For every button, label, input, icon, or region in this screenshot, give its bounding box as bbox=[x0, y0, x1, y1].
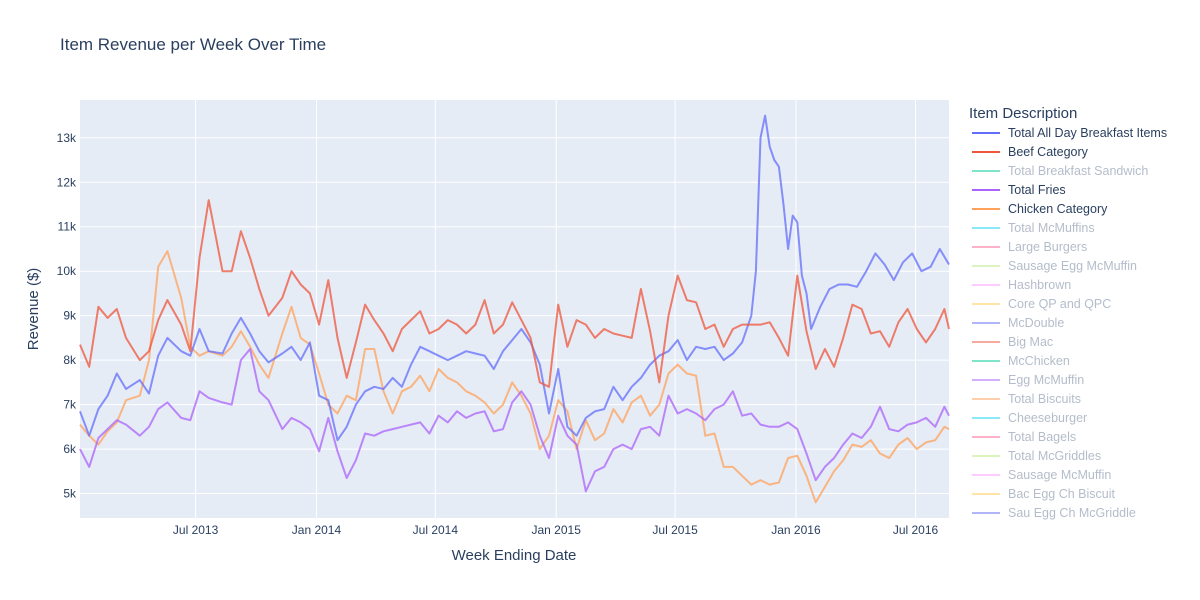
legend-item[interactable]: Big Mac bbox=[972, 335, 1053, 349]
legend-item[interactable]: McChicken bbox=[972, 354, 1070, 368]
legend-label: Total McGriddles bbox=[1008, 449, 1101, 463]
legend-label: Sausage McMuffin bbox=[1008, 468, 1111, 482]
legend-item[interactable]: Sausage Egg McMuffin bbox=[972, 259, 1137, 273]
series-lines bbox=[79, 114, 950, 504]
legend-label: McChicken bbox=[1008, 354, 1070, 368]
y-tick-label: 11k bbox=[58, 220, 77, 234]
legend-item[interactable]: Sau Egg Ch McGriddle bbox=[972, 506, 1136, 520]
legend-label: Chicken Category bbox=[1008, 202, 1108, 216]
y-tick-label: 12k bbox=[57, 175, 77, 189]
x-tick-label: Jul 2014 bbox=[413, 523, 459, 537]
x-tick-label: Jan 2014 bbox=[292, 523, 342, 537]
legend-label: Egg McMuffin bbox=[1008, 373, 1084, 387]
legend-label: Total Breakfast Sandwich bbox=[1008, 164, 1148, 178]
y-axis-title: Revenue ($) bbox=[25, 268, 42, 351]
legend-item[interactable]: Cheeseburger bbox=[972, 411, 1087, 425]
y-tick-label: 8k bbox=[63, 353, 77, 367]
x-tick-label: Jul 2015 bbox=[652, 523, 698, 537]
y-tick-label: 7k bbox=[63, 398, 77, 412]
y-tick-label: 10k bbox=[57, 264, 77, 278]
legend-label: Total Bagels bbox=[1008, 430, 1076, 444]
legend-item[interactable]: Total McGriddles bbox=[972, 449, 1101, 463]
x-tick-label: Jul 2016 bbox=[893, 523, 939, 537]
legend-item[interactable]: Beef Category bbox=[972, 145, 1089, 159]
legend-item[interactable]: Total Breakfast Sandwich bbox=[972, 164, 1148, 178]
grid bbox=[80, 100, 949, 518]
legend-label: Sau Egg Ch McGriddle bbox=[1008, 506, 1136, 520]
legend-label: Big Mac bbox=[1008, 335, 1053, 349]
legend-item[interactable]: Total Fries bbox=[972, 183, 1066, 197]
legend-label: Total Biscuits bbox=[1008, 392, 1081, 406]
legend: Item Description Total All Day Breakfast… bbox=[969, 105, 1167, 520]
series-line-chicken-category bbox=[79, 250, 950, 504]
legend-label: Beef Category bbox=[1008, 145, 1089, 159]
series-line-total-all-day-breakfast-items bbox=[79, 114, 950, 442]
legend-label: Total All Day Breakfast Items bbox=[1008, 126, 1167, 140]
legend-item[interactable]: Total Bagels bbox=[972, 430, 1076, 444]
legend-label: Total McMuffins bbox=[1008, 221, 1095, 235]
legend-item[interactable]: Hashbrown bbox=[972, 278, 1071, 292]
y-tick-label: 5k bbox=[63, 487, 77, 501]
legend-label: Cheeseburger bbox=[1008, 411, 1087, 425]
legend-label: Sausage Egg McMuffin bbox=[1008, 259, 1137, 273]
legend-label: Large Burgers bbox=[1008, 240, 1087, 254]
y-axis-ticks: 5k 6k 7k 8k 9k 10k 11k 12k 13k bbox=[57, 131, 77, 501]
legend-item[interactable]: Total McMuffins bbox=[972, 221, 1095, 235]
legend-label: Hashbrown bbox=[1008, 278, 1071, 292]
legend-item[interactable]: Core QP and QPC bbox=[972, 297, 1111, 311]
legend-item[interactable]: Egg McMuffin bbox=[972, 373, 1084, 387]
legend-item[interactable]: Large Burgers bbox=[972, 240, 1087, 254]
legend-item[interactable]: Sausage McMuffin bbox=[972, 468, 1111, 482]
x-tick-label: Jul 2013 bbox=[173, 523, 219, 537]
series-line-total-fries bbox=[79, 348, 950, 493]
x-axis-title: Week Ending Date bbox=[452, 547, 577, 564]
y-tick-label: 13k bbox=[57, 131, 77, 145]
legend-title: Item Description bbox=[969, 105, 1077, 122]
legend-item[interactable]: Total Biscuits bbox=[972, 392, 1081, 406]
chart-title: Item Revenue per Week Over Time bbox=[60, 35, 326, 54]
legend-label: Core QP and QPC bbox=[1008, 297, 1111, 311]
legend-label: McDouble bbox=[1008, 316, 1064, 330]
legend-label: Bac Egg Ch Biscuit bbox=[1008, 487, 1116, 501]
y-tick-label: 9k bbox=[63, 309, 77, 323]
y-tick-label: 6k bbox=[63, 442, 77, 456]
x-tick-label: Jan 2016 bbox=[771, 523, 821, 537]
legend-label: Total Fries bbox=[1008, 183, 1066, 197]
legend-item[interactable]: Chicken Category bbox=[972, 202, 1108, 216]
legend-item[interactable]: Bac Egg Ch Biscuit bbox=[972, 487, 1116, 501]
x-tick-label: Jan 2015 bbox=[532, 523, 582, 537]
series-line-beef-category bbox=[79, 199, 950, 388]
legend-item[interactable]: Total All Day Breakfast Items bbox=[972, 126, 1167, 140]
x-axis-ticks: Jul 2013 Jan 2014 Jul 2014 Jan 2015 Jul 2015… bbox=[173, 523, 939, 537]
legend-item[interactable]: McDouble bbox=[972, 316, 1064, 330]
